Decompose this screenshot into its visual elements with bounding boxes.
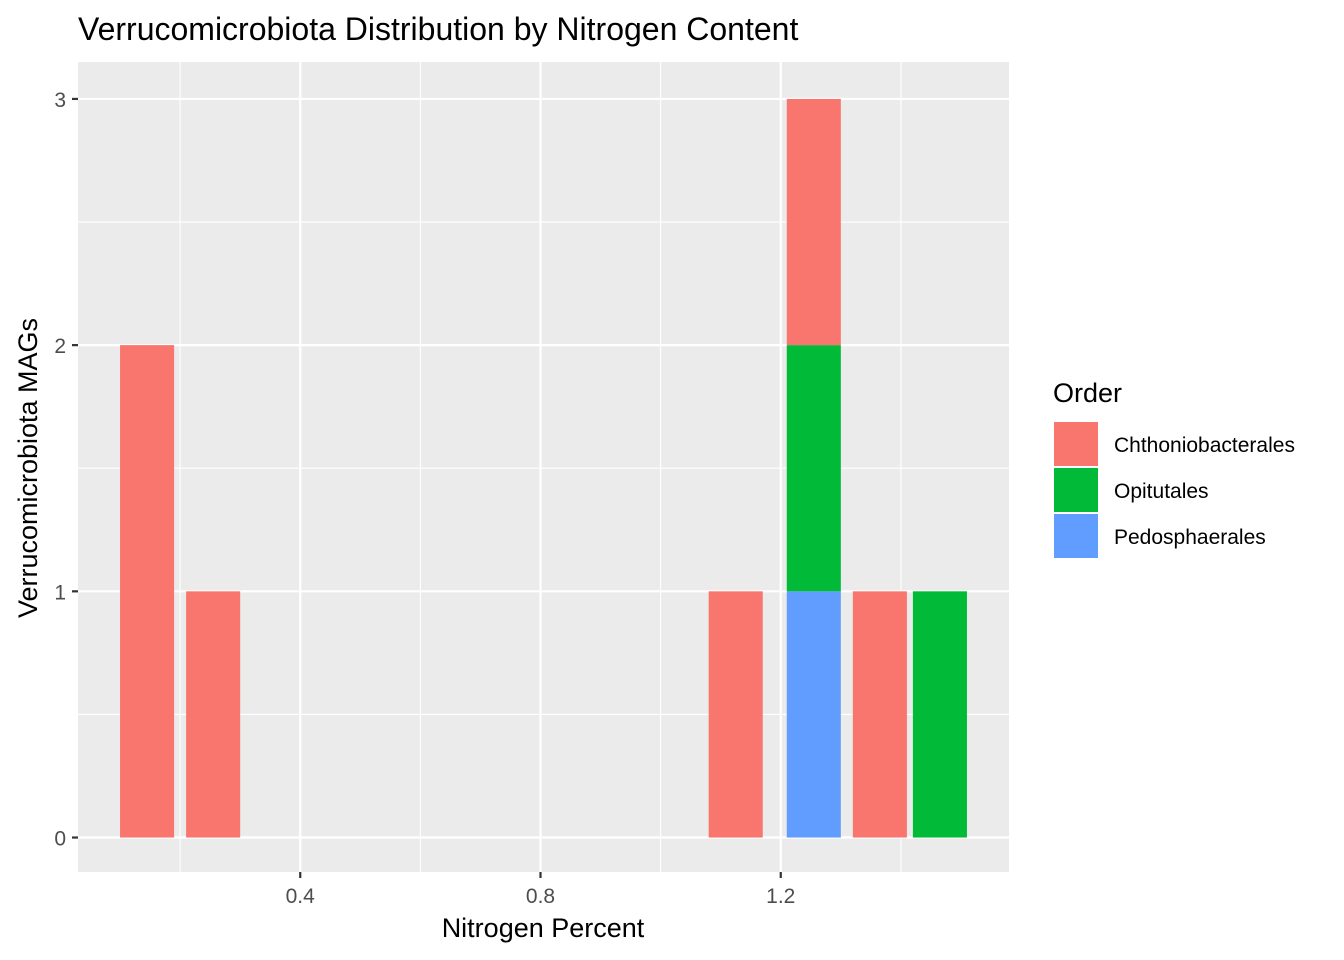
x-tick-label: 1.2 [766,885,795,908]
legend-key-opitutales [1052,466,1100,514]
legend-title: Order [1053,378,1122,408]
y-tick-label: 2 [54,335,66,358]
x-tick-label: 0.8 [526,885,555,908]
bar-segment-opitutales [912,591,967,838]
chart-title: Verrucomicrobiota Distribution by Nitrog… [78,11,798,47]
legend-key-chthoniobacterales [1052,420,1100,468]
x-axis: 0.4 0.8 1.2 [286,872,795,908]
y-tick-label: 1 [54,581,66,604]
bar-segment-chthoniobacterales [852,591,907,838]
legend-items: Chthoniobacterales Opitutales Pedosphaeral… [1052,420,1295,560]
bars [120,98,967,838]
legend-label: Opitutales [1114,480,1209,503]
y-tick-label: 3 [54,89,66,112]
bar-segment-pedosphaerales [786,591,841,838]
legend-key-pedosphaerales [1052,512,1100,560]
y-tick-label: 0 [54,828,66,851]
bar-segment-chthoniobacterales [708,591,763,838]
legend-label: Chthoniobacterales [1114,434,1295,457]
y-axis: 0 1 2 3 [54,89,78,851]
bar-segment-opitutales [786,345,841,592]
bar-segment-chthoniobacterales [186,591,241,838]
minor-gridlines [78,62,1009,872]
legend-label: Pedosphaerales [1114,526,1266,549]
bar-segment-chthoniobacterales [120,345,175,838]
x-axis-label: Nitrogen Percent [442,913,645,943]
x-tick-label: 0.4 [286,885,316,908]
legend: Order Chthoniobacterales Opitutales Pedosp… [1052,378,1295,560]
y-axis-label: Verrucomicrobiota MAGs [13,318,43,618]
bar-segment-chthoniobacterales [786,98,841,346]
